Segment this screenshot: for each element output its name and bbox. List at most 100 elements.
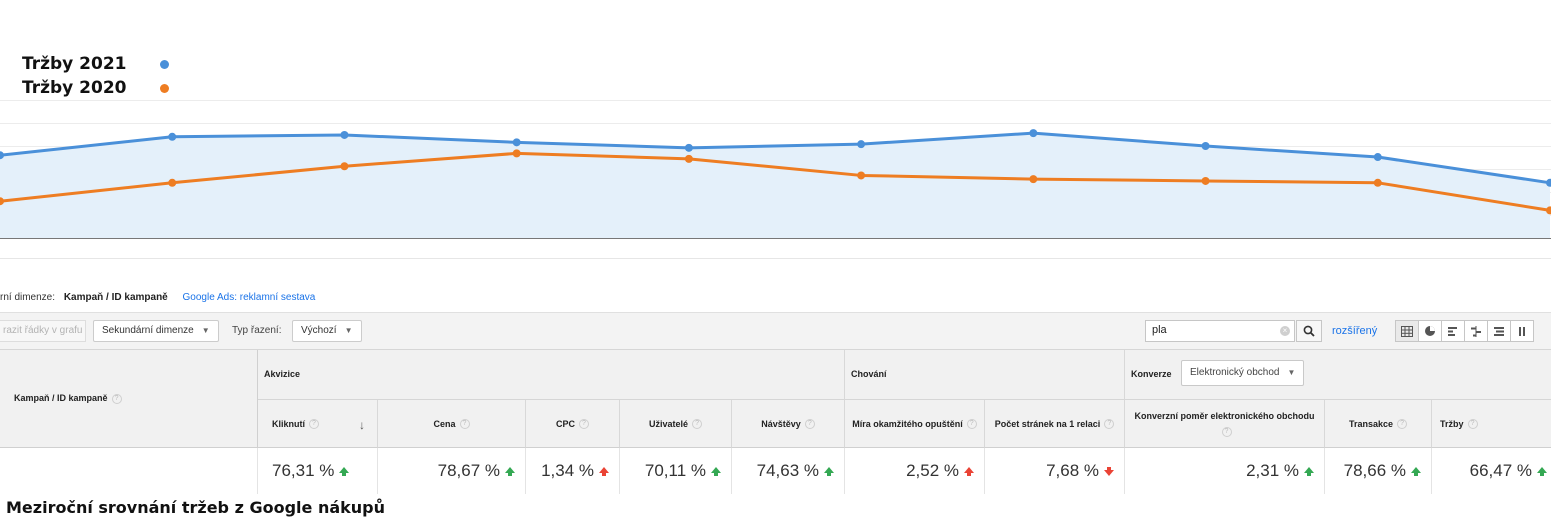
column-header-cost[interactable]: Cena? (378, 400, 526, 448)
cell-sessions: 74,63 % (732, 448, 845, 494)
group-header-acquisition: Akvizice (258, 350, 845, 400)
chevron-down-icon: ▼ (344, 326, 353, 335)
data-point (1373, 153, 1382, 162)
arrow-up-icon (1411, 467, 1421, 476)
help-icon[interactable]: ? (459, 419, 470, 430)
campaign-header-label: Kampaň / ID kampaně? (14, 393, 122, 404)
arrow-up-icon (599, 467, 609, 476)
cell-clicks: 76,31 % (258, 448, 378, 494)
data-point (1373, 178, 1382, 187)
legend-dot-2021 (160, 59, 169, 69)
column-header-pages-per-session[interactable]: Počet stránek na 1 relaci? (985, 400, 1125, 448)
series-line-2020 (0, 151, 1551, 212)
pie-view-icon[interactable] (1418, 320, 1442, 342)
data-point (1029, 129, 1038, 138)
data-point (1546, 206, 1551, 215)
data-point (512, 138, 521, 147)
group-header-conversions: Konverze Elektronický obchod ▼ (1125, 350, 1551, 400)
data-point (857, 171, 866, 180)
column-header-bounce-rate[interactable]: Míra okamžitého opuštění? (845, 400, 985, 448)
column-header-sessions[interactable]: Návštěvy? (732, 400, 845, 448)
acquisition-label: Akvizice (264, 369, 301, 379)
column-header-ecommerce-conversion-rate[interactable]: Konverzní poměr elektronického obchodu? (1125, 400, 1325, 448)
plot-rows-button[interactable]: razit řádky v grafu (0, 320, 87, 342)
campaign-column-header[interactable]: Kampaň / ID kampaně? (0, 350, 258, 448)
data-point (857, 140, 866, 149)
sort-type-value: Výchozí (301, 325, 337, 336)
search-icon (1303, 325, 1315, 337)
data-point (0, 151, 4, 160)
data-point (1029, 175, 1038, 184)
arrow-up-icon (1304, 467, 1314, 476)
data-point (684, 143, 693, 152)
help-icon[interactable]: ? (1397, 419, 1408, 430)
column-header-users[interactable]: Uživatelé? (620, 400, 732, 448)
arrow-up-icon (711, 467, 721, 476)
data-point (340, 162, 349, 171)
campaign-cell (0, 448, 258, 494)
column-header-clicks[interactable]: Kliknutí? ↓ (258, 400, 378, 448)
cell-ecommerce-conversion-rate: 2,31 % (1125, 448, 1325, 494)
help-icon[interactable]: ? (579, 419, 589, 430)
table-search-input[interactable]: pla (1145, 320, 1295, 342)
series-line-2021 (0, 131, 1551, 185)
sessions-header-label: Návštěvy? (761, 416, 815, 432)
help-icon[interactable]: ? (1467, 419, 1478, 430)
arrow-up-icon (505, 467, 515, 476)
conversion-type-value: Elektronický obchod (1190, 367, 1280, 378)
pages-per-session-header-label: Počet stránek na 1 relaci? (995, 416, 1115, 432)
dimension-google-ads-link[interactable]: Google Ads: reklamní sestava (182, 292, 316, 303)
bar-view-icon[interactable] (1441, 320, 1465, 342)
conversions-label: Konverze (1131, 369, 1172, 379)
primary-dimension-row: rní dimenze: Kampaň / ID kampaně Google … (0, 292, 315, 303)
comparison-view-icon[interactable] (1464, 320, 1488, 342)
data-point (168, 132, 177, 141)
dimension-campaign-id[interactable]: Kampaň / ID kampaně (63, 292, 168, 303)
help-icon[interactable]: ? (309, 419, 319, 430)
help-icon[interactable]: ? (111, 393, 122, 404)
sort-type-label: Typ řazení: (232, 325, 282, 336)
cell-users: 70,11 % (620, 448, 732, 494)
arrow-up-icon (964, 467, 974, 476)
figure-caption: Meziroční srovnání tržeb z Google nákupů (6, 498, 385, 517)
help-icon[interactable]: ? (692, 419, 703, 430)
bounce-rate-header-label: Míra okamžitého opuštění? (852, 416, 977, 432)
cpc-header-label: CPC? (556, 416, 589, 432)
cell-bounce-rate: 2,52 % (845, 448, 985, 494)
column-header-transactions[interactable]: Transakce? (1325, 400, 1432, 448)
term-cloud-icon[interactable] (1510, 320, 1534, 342)
column-header-cpc[interactable]: CPC? (526, 400, 620, 448)
sort-descending-icon[interactable]: ↓ (359, 418, 365, 432)
data-point (684, 154, 693, 163)
conversion-type-dropdown[interactable]: Elektronický obchod ▼ (1181, 360, 1305, 386)
behavior-label: Chování (851, 369, 887, 379)
revenue-line-chart (0, 100, 1551, 259)
table-row (0, 448, 1551, 494)
search-button[interactable] (1296, 320, 1322, 342)
clear-search-icon[interactable]: × (1280, 326, 1290, 336)
chevron-down-icon: ▼ (1287, 368, 1296, 377)
users-header-label: Uživatelé? (649, 416, 703, 432)
data-point (1201, 176, 1210, 185)
pivot-view-icon[interactable] (1487, 320, 1511, 342)
cell-cost: 78,67 % (378, 448, 526, 494)
help-icon[interactable]: ? (804, 419, 815, 430)
legend-item-2020: Tržby 2020 (22, 76, 169, 100)
revenue-header-label: Tržby? (1440, 416, 1478, 432)
table-view-icon[interactable] (1395, 320, 1419, 342)
advanced-filter-link[interactable]: rozšířený (1332, 325, 1378, 337)
data-point (1201, 142, 1210, 150)
arrow-up-icon (339, 467, 350, 476)
help-icon[interactable]: ? (1104, 419, 1115, 430)
legend-dot-2020 (160, 83, 169, 93)
sort-type-dropdown[interactable]: Výchozí ▼ (292, 320, 362, 342)
data-point (512, 149, 521, 158)
chart-legend: Tržby 2021 Tržby 2020 (22, 52, 169, 100)
help-icon[interactable]: ? (966, 419, 977, 430)
secondary-dimension-dropdown[interactable]: Sekundární dimenze ▼ (93, 320, 219, 342)
column-header-revenue[interactable]: Tržby? (1432, 400, 1551, 448)
data-point (1546, 178, 1551, 187)
secondary-dimension-label: Sekundární dimenze (102, 325, 194, 336)
help-icon[interactable]: ? (1221, 427, 1232, 438)
primary-dimension-label: rní dimenze: (0, 292, 56, 303)
